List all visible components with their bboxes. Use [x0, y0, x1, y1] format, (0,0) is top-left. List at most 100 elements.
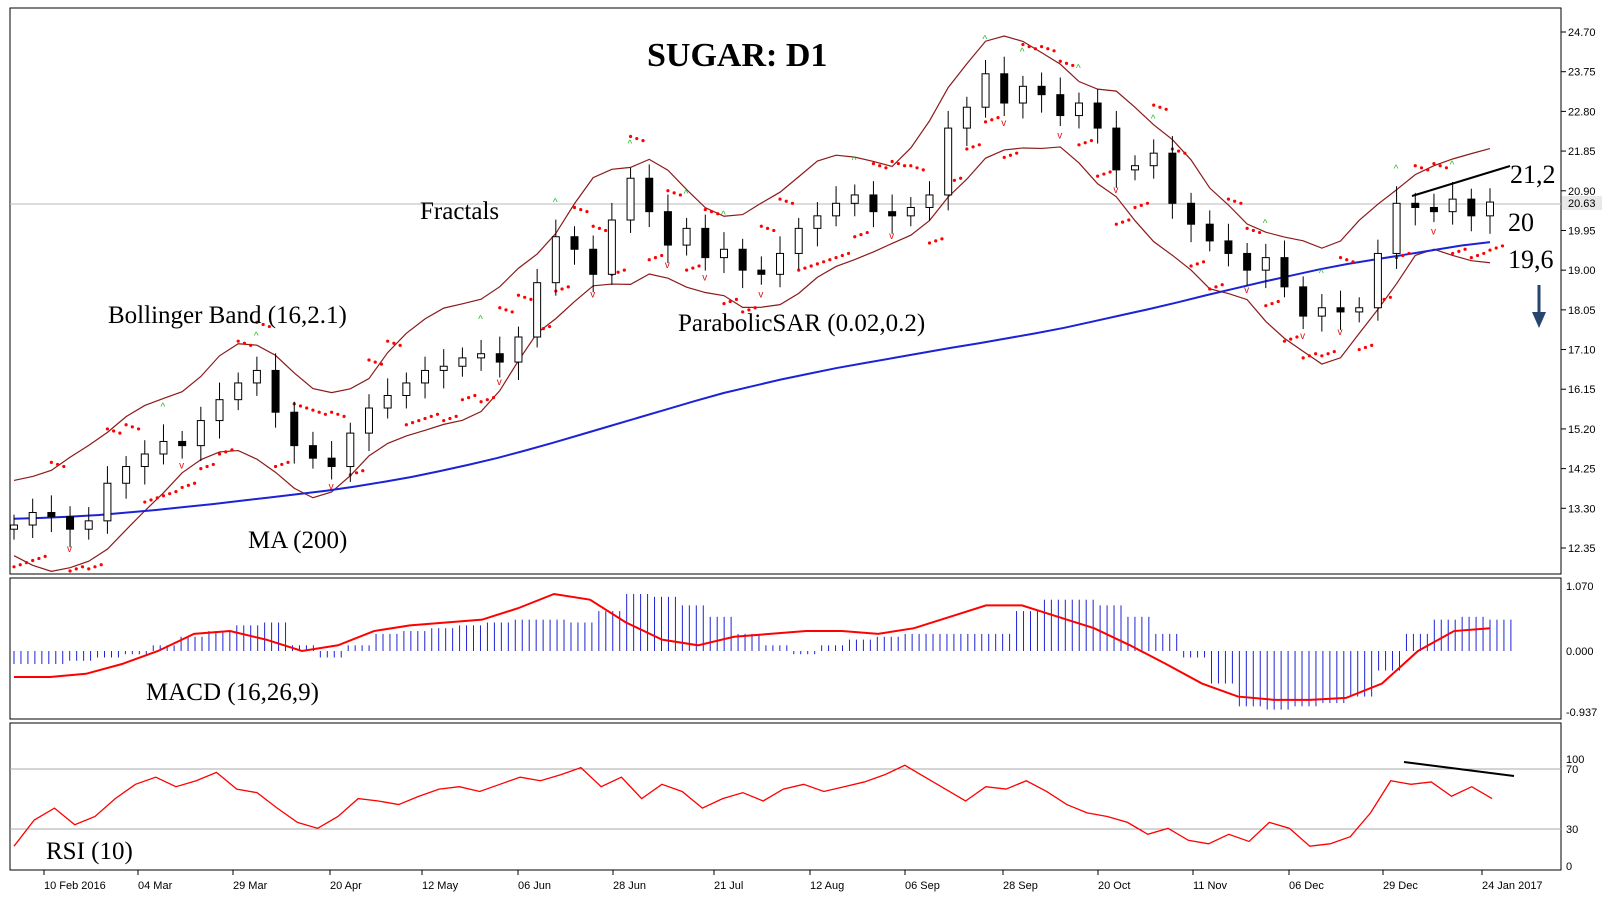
- sar-dot: [678, 193, 682, 197]
- rsi-tick-0: 0: [1566, 861, 1572, 873]
- candle-body: [383, 394, 392, 409]
- fractal-up-marker: ^: [1151, 114, 1156, 125]
- candle-body: [159, 440, 168, 455]
- sar-dot: [24, 561, 29, 565]
- sar-dot: [1089, 139, 1094, 143]
- sar-dot: [896, 162, 900, 166]
- sar-dot: [697, 264, 701, 268]
- sar-dot: [354, 471, 359, 475]
- sar-dot: [921, 168, 925, 172]
- price-tick-label: 19.00: [1568, 265, 1596, 277]
- sar-dot: [149, 498, 153, 502]
- candle-body: [663, 211, 672, 246]
- sar-dot: [460, 398, 465, 402]
- candle-body: [1448, 198, 1457, 213]
- rsi-tick-100: 100: [1566, 754, 1584, 766]
- sar-dot: [965, 147, 969, 151]
- price-tick-label: 18.05: [1568, 305, 1596, 317]
- sar-dot: [902, 164, 907, 168]
- sar-dot: [379, 362, 384, 366]
- sar-dot: [691, 266, 695, 270]
- sar-dot: [959, 176, 963, 180]
- sar-dot: [1338, 256, 1343, 260]
- fractal-markers: v ^ v ^ v ^ v ^ v ^ v ^ v ^ v ^ v ^ v ^ v ^ v ^ v ^ v ^ v ^ v ^: [67, 34, 1455, 555]
- candle-body: [1168, 152, 1177, 204]
- sar-dot: [404, 423, 408, 427]
- candle-body: [1392, 202, 1401, 254]
- sar-dot: [560, 287, 564, 291]
- sar-dot: [628, 134, 633, 139]
- sar-dot: [616, 270, 620, 274]
- sar-dot: [1444, 166, 1449, 170]
- candle-body: [1355, 307, 1364, 313]
- sar-dot: [1407, 251, 1411, 256]
- sar-dot: [909, 164, 913, 168]
- candle-body: [1205, 223, 1214, 242]
- sar-dot: [1152, 103, 1156, 107]
- sar-dot: [1301, 356, 1305, 360]
- candle-body: [794, 227, 803, 254]
- sar-dot: [741, 310, 745, 314]
- candle-body: [47, 511, 56, 518]
- sar-dot: [1357, 347, 1361, 352]
- sar-dot: [236, 339, 240, 343]
- time-tick-label: 06 Dec: [1289, 880, 1324, 892]
- fractal-up-marker: ^: [852, 156, 857, 167]
- time-tick-label: 28 Jun: [613, 880, 646, 892]
- sar-dot: [1064, 61, 1069, 65]
- rsi-tick-70: 70: [1566, 764, 1578, 776]
- sar-dot: [18, 563, 22, 567]
- time-tick-label: 29 Mar: [233, 880, 268, 892]
- sar-dot: [1245, 226, 1249, 230]
- bollinger-label: Bollinger Band (16,2.1): [108, 302, 347, 329]
- fractal-up-marker: ^: [1263, 218, 1268, 229]
- sar-dot: [87, 567, 91, 571]
- candle-body: [28, 511, 37, 526]
- sar-dot: [68, 569, 72, 573]
- sar-dot: [915, 166, 919, 170]
- sar-dot: [498, 306, 502, 310]
- sar-dot: [635, 136, 639, 141]
- sar-dot: [12, 565, 16, 569]
- sar-dot: [199, 467, 203, 471]
- sar-dot: [1114, 222, 1118, 226]
- bollinger-bands: [13, 35, 1491, 572]
- rsi-panel: [9, 722, 1562, 871]
- candlesticks: [10, 56, 1494, 548]
- sar-dot: [1127, 218, 1131, 222]
- sar-dot: [1039, 45, 1044, 49]
- sar-dot: [479, 400, 483, 404]
- fractal-up-marker: ^: [684, 189, 689, 200]
- sar-dot: [934, 239, 938, 243]
- level-label-1: 21,2: [1510, 160, 1556, 189]
- time-tick-label: 12 Aug: [810, 880, 844, 892]
- fractals-label: Fractals: [420, 198, 499, 225]
- sar-dot: [597, 226, 602, 230]
- sar-dot: [853, 235, 857, 239]
- sar-dot: [1295, 335, 1299, 339]
- price-tick-label: 14.25: [1568, 464, 1596, 476]
- sar-dot: [1201, 260, 1206, 264]
- sar-dot: [174, 489, 178, 494]
- rsi-label: RSI (10): [46, 838, 133, 865]
- sar-dot: [672, 191, 676, 195]
- time-tick-label: 21 Jul: [714, 880, 743, 892]
- sar-dot: [1363, 345, 1368, 350]
- candle-body: [1074, 102, 1083, 117]
- candle-body: [439, 365, 448, 371]
- sar-dot: [977, 143, 981, 147]
- sar-dot: [1413, 164, 1417, 168]
- sar-dot: [1083, 141, 1087, 145]
- sar-dot: [822, 260, 826, 264]
- sar-dot: [840, 253, 844, 258]
- sar-dot: [1432, 162, 1436, 166]
- sar-dot: [815, 262, 819, 266]
- price-panel: [9, 7, 1562, 575]
- fractal-down-marker: v: [1300, 331, 1305, 342]
- sar-dot: [386, 339, 390, 343]
- candle-body: [140, 453, 149, 468]
- sar-dot: [660, 253, 664, 258]
- fractal-up-marker: ^: [160, 402, 165, 413]
- fractal-down-marker: v: [329, 482, 334, 493]
